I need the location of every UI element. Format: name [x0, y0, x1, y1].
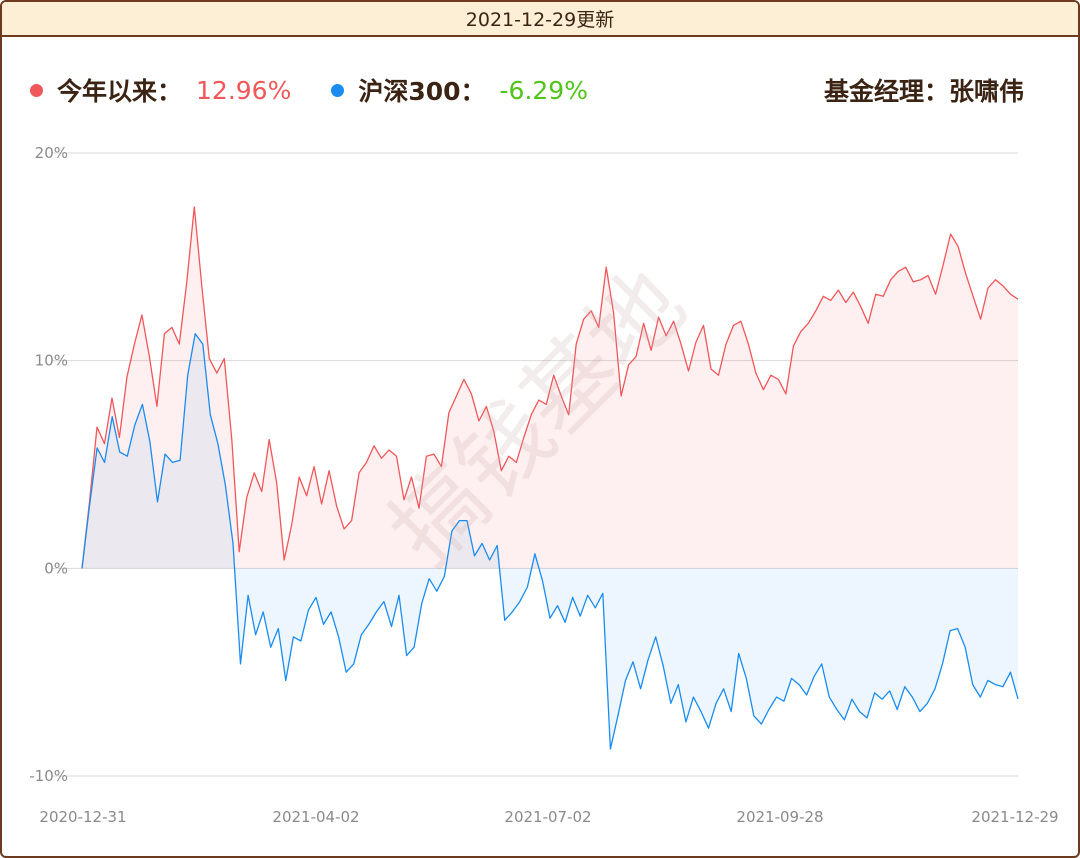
x-tick-label: 2021-07-02 — [504, 808, 591, 826]
x-tick-label: 2021-12-29 — [971, 808, 1058, 826]
x-tick-label: 2021-09-28 — [736, 808, 823, 826]
series-line-index — [81, 333, 1019, 750]
index-dot-icon — [331, 83, 345, 97]
legend-row: 今年以来： 12.96% 沪深300： -6.29% 基金经理： 张啸伟 — [30, 70, 1024, 110]
manager-name: 张啸伟 — [948, 77, 1024, 106]
y-tick-label: 20% — [35, 144, 68, 162]
series-line-fund — [81, 206, 1019, 569]
series-area-index — [82, 333, 1018, 749]
update-date-text: 2021-12-29更新 — [465, 9, 615, 31]
legend-index-value: -6.29% — [499, 75, 588, 105]
chart-grid — [52, 152, 1018, 777]
fund-manager: 基金经理： 张啸伟 — [824, 72, 1024, 108]
y-tick-label: -10% — [29, 767, 68, 785]
x-tick-label: 2020-12-31 — [39, 808, 126, 826]
legend-fund: 今年以来： 12.96% — [30, 72, 291, 108]
update-date-title: 2021-12-29更新 — [2, 2, 1078, 37]
legend-index-label: 沪深300： — [358, 77, 486, 106]
manager-label: 基金经理： — [823, 77, 949, 106]
x-axis-ticks: 2020-12-31 2021-04-02 2021-07-02 2021-09-28… — [39, 808, 1058, 826]
legend-index: 沪深300： -6.29% — [331, 72, 588, 108]
legend-fund-label: 今年以来： — [57, 77, 183, 106]
x-tick-label: 2021-04-02 — [272, 808, 359, 826]
legend-fund-value: 12.96% — [196, 75, 292, 105]
chart-lines — [81, 206, 1019, 750]
y-tick-label: 0% — [44, 559, 68, 577]
y-axis-ticks: 20% 10% 0% -10% — [29, 144, 68, 785]
fund-dot-icon — [30, 83, 43, 97]
y-tick-label: 10% — [35, 352, 68, 370]
